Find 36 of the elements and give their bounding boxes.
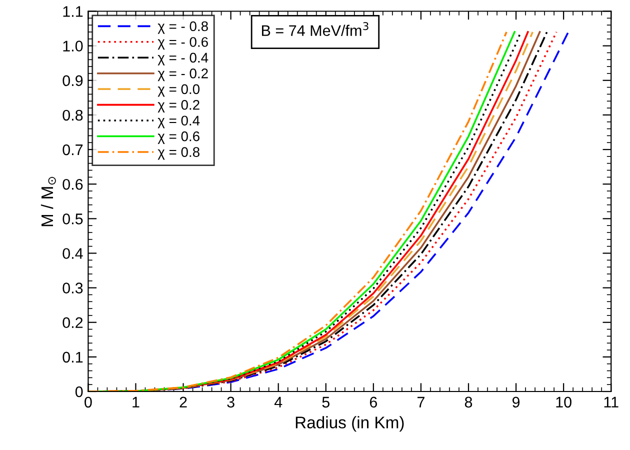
y-tick-label: 0.4 bbox=[62, 248, 83, 259]
annotation: B = 74 MeV/fm$^{3}$ bbox=[262, 22, 368, 36]
x-axis-title: Radius (in Km) bbox=[296, 416, 404, 432]
x-tick-label: 11 bbox=[604, 396, 618, 408]
legend-label: χ = - 0.6 bbox=[158, 37, 208, 50]
y-tick-label: 0.3 bbox=[62, 282, 83, 294]
y-tick-label: 0.8 bbox=[62, 110, 83, 121]
x-tick-label: 3 bbox=[227, 396, 234, 408]
x-tick-label: 9 bbox=[512, 396, 520, 408]
x-tick-label: 7 bbox=[417, 396, 424, 408]
x-tick-label: 1 bbox=[132, 396, 140, 408]
legend-label: χ = - 0.4 bbox=[158, 52, 208, 66]
x-tick-label: 10 bbox=[556, 396, 572, 408]
x-tick-label: 2 bbox=[180, 396, 187, 408]
y-tick-label: 0 bbox=[75, 386, 83, 398]
y-tick-label: 0.9 bbox=[62, 75, 83, 86]
x-tick-label: 8 bbox=[464, 396, 472, 408]
y-tick-label: 1.0 bbox=[63, 40, 83, 52]
y-tick-label: 0.5 bbox=[62, 214, 83, 224]
legend-label: χ = - 0.2 bbox=[158, 68, 208, 82]
legend-label: χ = 0.6 bbox=[158, 131, 200, 144]
x-tick-label: 6 bbox=[370, 396, 377, 408]
legend-label: χ = 0.0 bbox=[158, 84, 200, 97]
legend-label: χ = 0.8 bbox=[158, 147, 200, 160]
y-tick-label: 0.2 bbox=[62, 317, 83, 328]
x-tick-label: 4 bbox=[274, 396, 282, 408]
y-tick-label: 0.6 bbox=[62, 178, 83, 190]
legend-label: χ = 0.2 bbox=[158, 100, 200, 113]
legend-label: χ = 0.4 bbox=[158, 116, 200, 128]
legend-label: χ = - 0.8 bbox=[158, 21, 208, 34]
y-tick-label: 1.1 bbox=[63, 6, 83, 17]
x-tick-label: 0 bbox=[84, 396, 92, 408]
x-tick-label: 5 bbox=[322, 396, 330, 408]
y-tick-label: 0.7 bbox=[62, 144, 83, 156]
y-tick-label: 0.1 bbox=[62, 352, 83, 363]
y-axis-title: M / M$_{⊙}$ bbox=[40, 176, 56, 226]
